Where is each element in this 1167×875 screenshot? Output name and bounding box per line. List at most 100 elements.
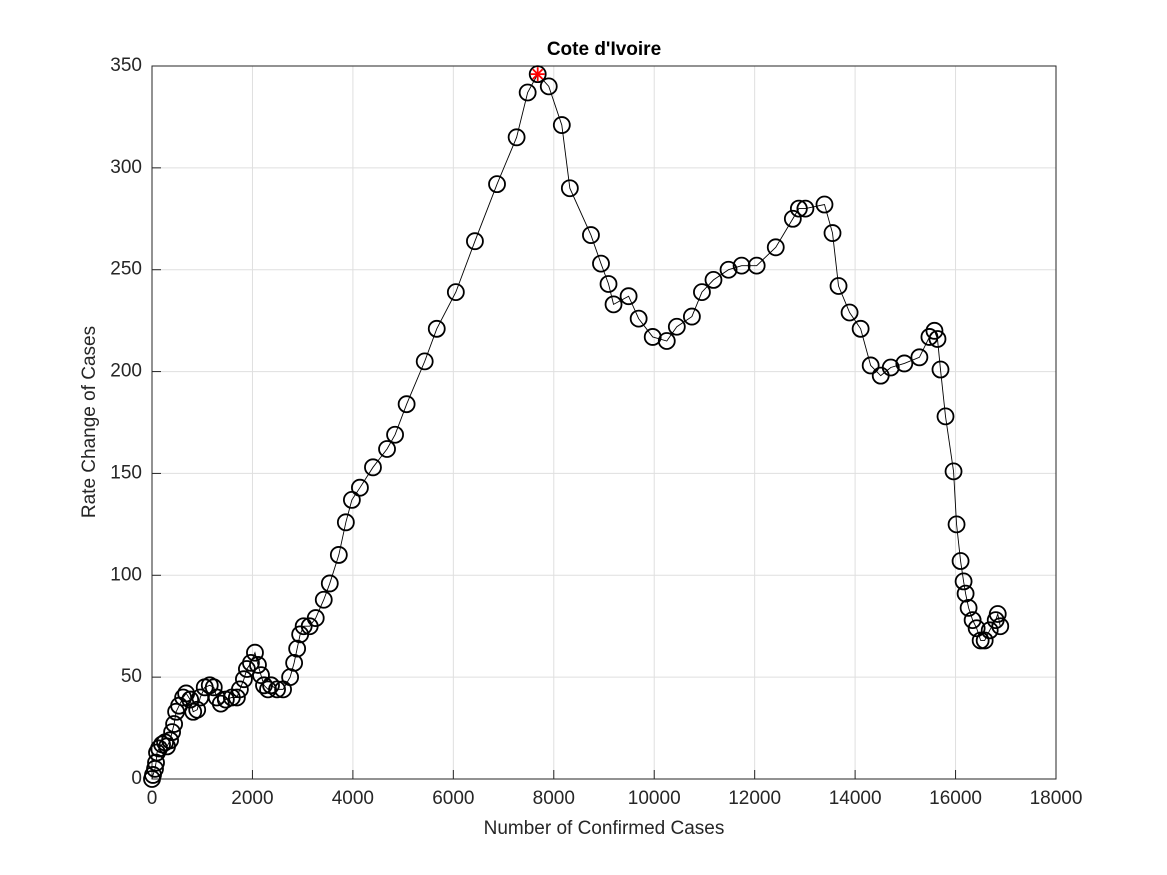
x-tick-label: 4000 (332, 788, 374, 809)
data-point (582, 226, 600, 244)
y-tick-label: 200 (110, 361, 142, 382)
data-point (235, 670, 253, 689)
data-point (732, 256, 751, 275)
data-point (227, 688, 246, 707)
x-tick-label: 12000 (728, 788, 781, 809)
data-point (259, 680, 277, 699)
data-point (378, 440, 396, 458)
y-axis-label: Rate Change of Cases (79, 326, 100, 518)
data-point (336, 513, 355, 532)
data-point (427, 319, 446, 338)
data-point (165, 715, 183, 733)
data-point (991, 617, 1010, 636)
data-point (204, 678, 223, 697)
plot-frame (151, 65, 1057, 780)
data-point (466, 232, 484, 251)
data-point (252, 666, 270, 685)
data-point (956, 584, 975, 603)
data-point (851, 319, 870, 338)
data-point (980, 621, 999, 640)
data-point (783, 209, 802, 228)
data-point (306, 609, 325, 627)
data-point (682, 307, 701, 326)
data-point (947, 515, 966, 534)
data-point (552, 116, 571, 134)
x-tick-label: 16000 (929, 788, 982, 809)
data-point (592, 254, 610, 273)
data-point (944, 462, 963, 481)
data-point (288, 639, 307, 658)
data-point (840, 303, 859, 322)
data-point (667, 317, 686, 336)
x-tick-label: 10000 (628, 788, 681, 809)
y-tick-label: 350 (110, 55, 142, 76)
data-point (766, 238, 785, 257)
data-point (599, 275, 618, 293)
x-tick-label: 8000 (533, 788, 575, 809)
data-point (255, 676, 273, 695)
data-point (342, 491, 361, 509)
data-point (789, 199, 808, 218)
data-point (507, 128, 526, 147)
chart-title: Cote d'Ivoire (547, 39, 661, 60)
data-point (861, 356, 880, 375)
data-point (364, 458, 382, 477)
data-point (988, 605, 1007, 623)
data-point (147, 753, 165, 772)
data-point (268, 680, 286, 699)
data-point (246, 643, 264, 662)
data-point (719, 260, 738, 279)
data-point (971, 631, 990, 650)
data-point (920, 328, 939, 346)
data-point (895, 354, 914, 373)
data-point (975, 631, 994, 650)
y-tick-label: 150 (110, 462, 142, 483)
data-point (657, 332, 676, 350)
y-tick-label: 100 (110, 564, 142, 585)
data-point (446, 283, 465, 302)
data-point (163, 723, 181, 742)
data-point (704, 270, 723, 289)
series-line (151, 73, 1001, 780)
data-point (629, 309, 648, 328)
data-point (815, 195, 834, 214)
data-point (174, 688, 193, 707)
data-point (959, 598, 978, 617)
data-point (539, 77, 558, 96)
data-point (931, 360, 950, 379)
x-tick-label: 0 (147, 788, 158, 809)
x-axis-label: Number of Confirmed Cases (484, 818, 725, 839)
data-point (693, 283, 711, 302)
data-point (320, 574, 339, 593)
highlight-stroke (532, 68, 544, 80)
data-point (230, 680, 249, 699)
data-point (415, 352, 434, 371)
data-point (351, 478, 369, 497)
data-point (823, 224, 842, 242)
highlight-point (530, 67, 545, 82)
data-point (829, 277, 848, 295)
data-point (604, 295, 623, 314)
y-tick-label: 50 (121, 666, 142, 687)
data-point (796, 199, 815, 218)
x-tick-label: 14000 (829, 788, 882, 809)
data-point (936, 407, 955, 426)
data-point (528, 65, 547, 84)
data-point (951, 552, 970, 570)
data-point (619, 287, 638, 306)
y-tick-label: 250 (110, 259, 142, 280)
data-point (242, 653, 260, 672)
data-point (314, 590, 333, 609)
data-point (910, 348, 929, 367)
data-point (386, 425, 404, 444)
data-point (954, 572, 973, 591)
data-point (928, 330, 947, 348)
data-point (329, 546, 348, 564)
data-point (211, 694, 230, 713)
data-point (249, 656, 267, 674)
x-tick-label: 2000 (231, 788, 273, 809)
data-point (747, 256, 766, 275)
x-tick-label: 6000 (432, 788, 474, 809)
